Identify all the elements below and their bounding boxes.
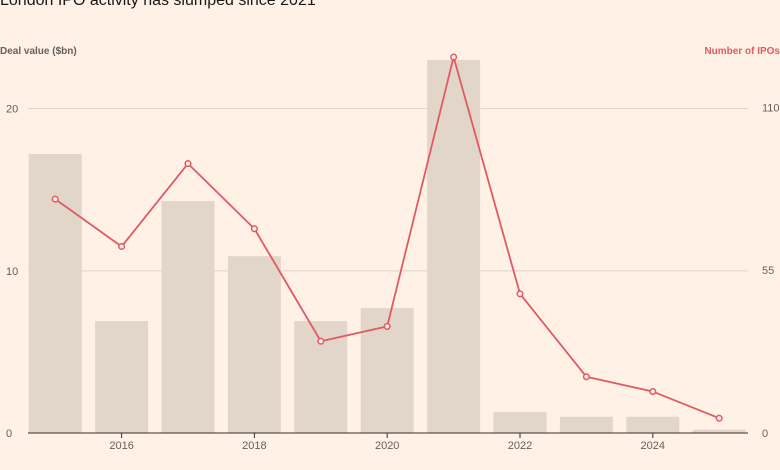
bar [626,416,680,433]
bar [493,411,547,433]
chart-title: London IPO activity has slumped since 20… [0,0,316,9]
ipo-count-point [715,414,723,422]
line-series [51,53,723,422]
y-left-tick-label: 10 [6,266,18,278]
ipo-count-point [649,388,657,396]
tick-labels: 0 10 20 0 55 110 2016 2018 2020 2022 2024 [6,102,780,452]
bar [559,416,613,433]
x-tick-label: 2016 [109,440,133,452]
grid-layer [28,108,748,272]
x-tick-label: 2022 [508,440,532,452]
y-right-tick-label: 110 [762,102,780,114]
bar-series [28,60,746,434]
x-tick-label: 2024 [641,440,665,452]
y-left-tick-label: 20 [6,104,18,116]
y-right-tick-label: 0 [762,428,768,440]
ipo-count-point [184,160,192,168]
bar [95,321,149,433]
x-tick-label: 2020 [375,440,399,452]
y-right-tick-label: 55 [762,265,774,277]
bar [161,201,215,433]
bar [227,256,281,433]
ipo-count-point [450,53,458,61]
x-tick-label: 2018 [242,440,266,452]
bar [427,60,481,433]
ipo-count-point [582,373,590,381]
ipo-count-point [383,322,391,330]
ipo-count-point [317,337,325,345]
ipo-count-point [51,195,59,203]
left-axis-title: Deal value ($bn) [0,46,77,57]
ipo-count-point [118,242,126,251]
right-axis-title: Number of IPOs [704,46,780,57]
y-left-tick-label: 0 [6,428,12,440]
ipo-count-point [516,290,524,298]
bar [692,429,746,433]
ipo-count-point [250,225,258,233]
x-axis [28,432,748,438]
